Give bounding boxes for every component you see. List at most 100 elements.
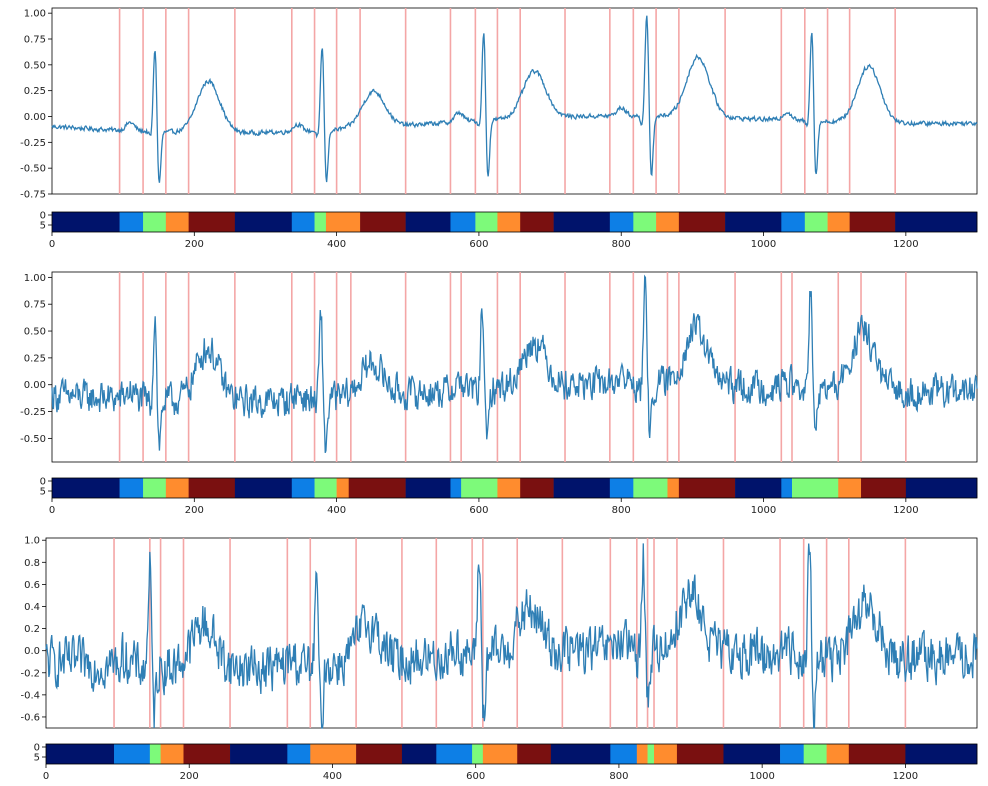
x-tick-label: 1000 xyxy=(751,505,776,516)
segment-block xyxy=(610,744,638,764)
segment-block xyxy=(804,212,828,232)
x-tick-label: 400 xyxy=(327,505,346,516)
segmentation-frame xyxy=(45,743,978,765)
segment-block xyxy=(336,478,350,498)
segmentation-strip: 050 200 400 600 800 1000 1200 xyxy=(34,743,978,782)
x-tick-label: 600 xyxy=(466,771,485,782)
y-tick-label: -0.25 xyxy=(20,138,46,149)
y-tick-label: -0.75 xyxy=(20,190,46,201)
segment-block xyxy=(143,212,167,232)
segment-block xyxy=(234,478,293,498)
segment-block xyxy=(183,744,231,764)
ecg-signal-line xyxy=(45,543,978,729)
segment-block xyxy=(609,212,634,232)
segment-block xyxy=(119,478,144,498)
segment-block xyxy=(234,212,293,232)
segment-block xyxy=(678,478,736,498)
segmentation-strip: 050 200 400 600 800 1000 1200 xyxy=(40,477,978,516)
segment-block xyxy=(52,478,120,498)
segment-block xyxy=(781,212,806,232)
segment-block xyxy=(360,212,406,232)
y-tick-label: 0.50 xyxy=(24,60,46,71)
segment-block xyxy=(230,744,288,764)
segment-block xyxy=(314,212,327,232)
segment-block xyxy=(46,744,115,764)
y-tick-label: 0.00 xyxy=(24,380,46,391)
strip-y-tick-label: 0 xyxy=(40,211,46,222)
segment-block xyxy=(119,212,144,232)
ecg-plot-frame xyxy=(45,537,978,729)
x-tick-label: 800 xyxy=(612,239,631,250)
segment-block xyxy=(676,744,724,764)
y-tick-label: 0.0 xyxy=(24,646,40,657)
y-tick-label: -0.6 xyxy=(20,712,40,723)
segment-block xyxy=(160,744,184,764)
x-tick-label: 1200 xyxy=(893,505,918,516)
segmentation-strip: 050 200 400 600 800 1000 1200 xyxy=(40,211,978,250)
segment-block xyxy=(188,212,236,232)
segment-block xyxy=(310,744,357,764)
segment-block xyxy=(826,744,850,764)
segment-block xyxy=(482,744,518,764)
segment-block xyxy=(287,744,311,764)
segment-block xyxy=(725,212,782,232)
y-tick-label: 0.6 xyxy=(24,580,40,591)
segment-block xyxy=(723,744,781,764)
segment-block xyxy=(291,212,315,232)
x-tick-label: 200 xyxy=(185,505,204,516)
segment-block xyxy=(114,744,151,764)
strip-y-tick-label: 5 xyxy=(40,221,46,232)
segment-block xyxy=(472,744,484,764)
segment-block xyxy=(553,212,611,232)
strip-y-tick-label: 0 xyxy=(34,743,40,754)
segment-block xyxy=(314,478,337,498)
y-tick-label: 0.2 xyxy=(24,624,40,635)
segment-block xyxy=(550,744,611,764)
segment-block xyxy=(405,478,451,498)
segment-block xyxy=(905,744,978,764)
segment-block xyxy=(827,212,850,232)
y-tick-label: 1.00 xyxy=(24,273,46,284)
y-tick-label: 0.50 xyxy=(24,327,46,338)
y-tick-label: 0.00 xyxy=(24,112,46,123)
x-tick-label: 800 xyxy=(612,505,631,516)
segment-block xyxy=(781,478,793,498)
x-tick-label: 0 xyxy=(49,239,55,250)
segment-block xyxy=(895,212,978,232)
y-tick-label: -0.50 xyxy=(20,434,46,445)
y-tick-label: 0.25 xyxy=(24,86,46,97)
y-tick-label: 1.0 xyxy=(24,536,40,547)
x-tick-label: 1200 xyxy=(893,771,918,782)
segment-block xyxy=(654,744,678,764)
x-tick-label: 1200 xyxy=(893,239,918,250)
segment-block xyxy=(780,744,804,764)
ecg-panel-3: -0.6 -0.4 -0.2 0.0 0.2 0.4 0.6 0.8 1.0 050 200 400 6… xyxy=(20,536,978,782)
segment-block xyxy=(792,478,839,498)
x-tick-label: 400 xyxy=(323,771,342,782)
segment-block xyxy=(143,478,167,498)
segment-block xyxy=(291,478,315,498)
segment-block xyxy=(848,744,906,764)
segment-block xyxy=(905,478,978,498)
segment-block xyxy=(149,744,161,764)
ecg-panel-1: -0.75 -0.50 -0.25 0.00 0.25 0.50 0.75 1.00 050 20… xyxy=(20,7,978,250)
segment-block xyxy=(803,744,827,764)
y-tick-label: 0.8 xyxy=(24,558,40,569)
ecg-panel-2: -0.50 -0.25 0.00 0.25 0.50 0.75 1.00 050 200 400 6… xyxy=(20,271,978,516)
segment-block xyxy=(52,212,120,232)
y-tick-label: 0.75 xyxy=(24,35,46,46)
segment-block xyxy=(497,212,521,232)
x-tick-label: 1000 xyxy=(751,239,776,250)
segment-block xyxy=(517,744,552,764)
segment-block xyxy=(475,212,498,232)
segment-block xyxy=(636,744,648,764)
segment-block xyxy=(401,744,437,764)
segment-block xyxy=(165,478,189,498)
segment-block xyxy=(678,212,726,232)
y-tick-label: 0.4 xyxy=(24,602,40,613)
segment-block xyxy=(849,212,896,232)
segment-block xyxy=(656,212,680,232)
segment-block xyxy=(356,744,403,764)
segment-block xyxy=(188,478,236,498)
